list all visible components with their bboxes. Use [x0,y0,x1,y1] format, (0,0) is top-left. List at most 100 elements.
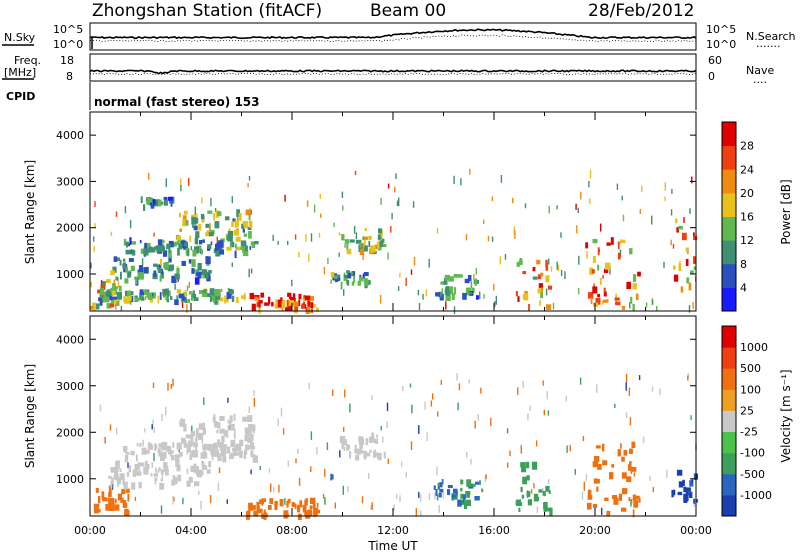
echo-cell [599,277,602,285]
echo-cell [377,246,382,251]
scatter-cell [287,460,289,467]
echo-cell [468,291,473,295]
echo-cell [186,468,189,475]
x-tick-label: 12:00 [377,524,409,537]
echo-cell [190,431,196,437]
echo-cell [140,297,145,301]
echo-cell [258,300,263,304]
echo-cell [110,480,113,489]
echo-cell [310,497,316,504]
echo-cell [234,250,237,259]
echo-cell [106,303,112,309]
echo-cell [104,296,110,303]
scatter-cell [442,489,445,499]
echo-cell [193,297,199,301]
echo-cell [239,450,243,458]
scatter-cell [509,450,511,457]
echo-cell [686,277,690,284]
echo-cell [175,274,180,280]
y-tick-label: 3000 [56,175,84,188]
echo-cell [163,200,168,206]
echo-cell [447,489,451,496]
scatter-cell [651,215,653,225]
echo-cell [114,469,119,477]
echo-cell [435,292,441,297]
scatter-cell [683,217,685,223]
colorbar-tick-label: 20 [740,187,754,200]
echo-cell [210,241,213,246]
echo-cell [587,502,592,510]
freq-left-label-1: Freq. [14,54,41,67]
echo-cell [545,262,549,271]
scatter-cell [201,197,203,204]
scatter-cell [642,436,645,444]
echo-cell [617,241,620,250]
echo-cell [268,505,272,510]
noise-sky-series [89,28,697,40]
scatter-cell [491,236,494,242]
echo-cell [111,290,116,296]
echo-cell [249,245,252,250]
echo-cell [208,270,212,274]
scatter-cell [453,306,456,315]
echo-cell [460,493,464,499]
time-axis-label: Time UT [367,539,418,553]
freq-series [89,69,697,75]
echo-cell [131,250,136,256]
echo-cell [211,293,216,302]
echo-cell [245,245,248,252]
echo-cell [538,283,543,289]
echo-cell [248,424,254,430]
scatter-cell [181,301,184,308]
scatter-cell [413,256,416,266]
scatter-cell [310,233,313,242]
scatter-cell [172,495,174,505]
scatter-cell [342,485,344,495]
echo-cell [190,434,194,442]
echo-cell [230,439,236,448]
scatter-cell [386,421,388,429]
echo-cell [693,266,697,270]
scatter-cell [577,207,579,214]
scatter-cell [418,491,420,498]
echo-cell [294,304,299,311]
scatter-cell [397,286,400,291]
echo-cell [298,293,302,300]
echo-cell [123,500,127,504]
echo-cell [248,507,251,516]
echo-cell [90,281,93,288]
scatter-cell [398,197,400,207]
echo-cell [350,271,353,276]
echo-cell [110,270,115,276]
echo-cell [128,291,134,296]
echo-cell [446,286,449,291]
scatter-cell [387,183,390,189]
echo-cell [207,446,212,451]
colorbar-tick-label: 4 [740,281,747,294]
echo-cell [124,278,129,284]
echo-cell [154,477,158,482]
scatter-cell [272,234,274,241]
echo-cell [191,268,195,274]
scatter-cell [127,462,129,468]
echo-cell [175,241,180,246]
echo-cell [542,490,545,496]
scatter-cell [458,383,461,391]
scatter-cell [248,406,250,414]
echo-cell [382,244,387,248]
echo-cell [447,485,453,489]
echo-cell [545,275,550,283]
echo-cell [688,282,692,291]
echo-cell [101,491,105,499]
echo-cell [159,258,162,266]
echo-cell [158,467,161,472]
echo-cell [118,285,122,292]
scatter-cell [380,197,382,205]
echo-cell [203,443,207,449]
echo-cell [124,455,129,463]
echo-cell [217,453,222,461]
echo-cell [229,415,233,423]
echo-cell [308,511,313,515]
echo-cell [466,479,472,487]
echo-cell [110,298,115,305]
